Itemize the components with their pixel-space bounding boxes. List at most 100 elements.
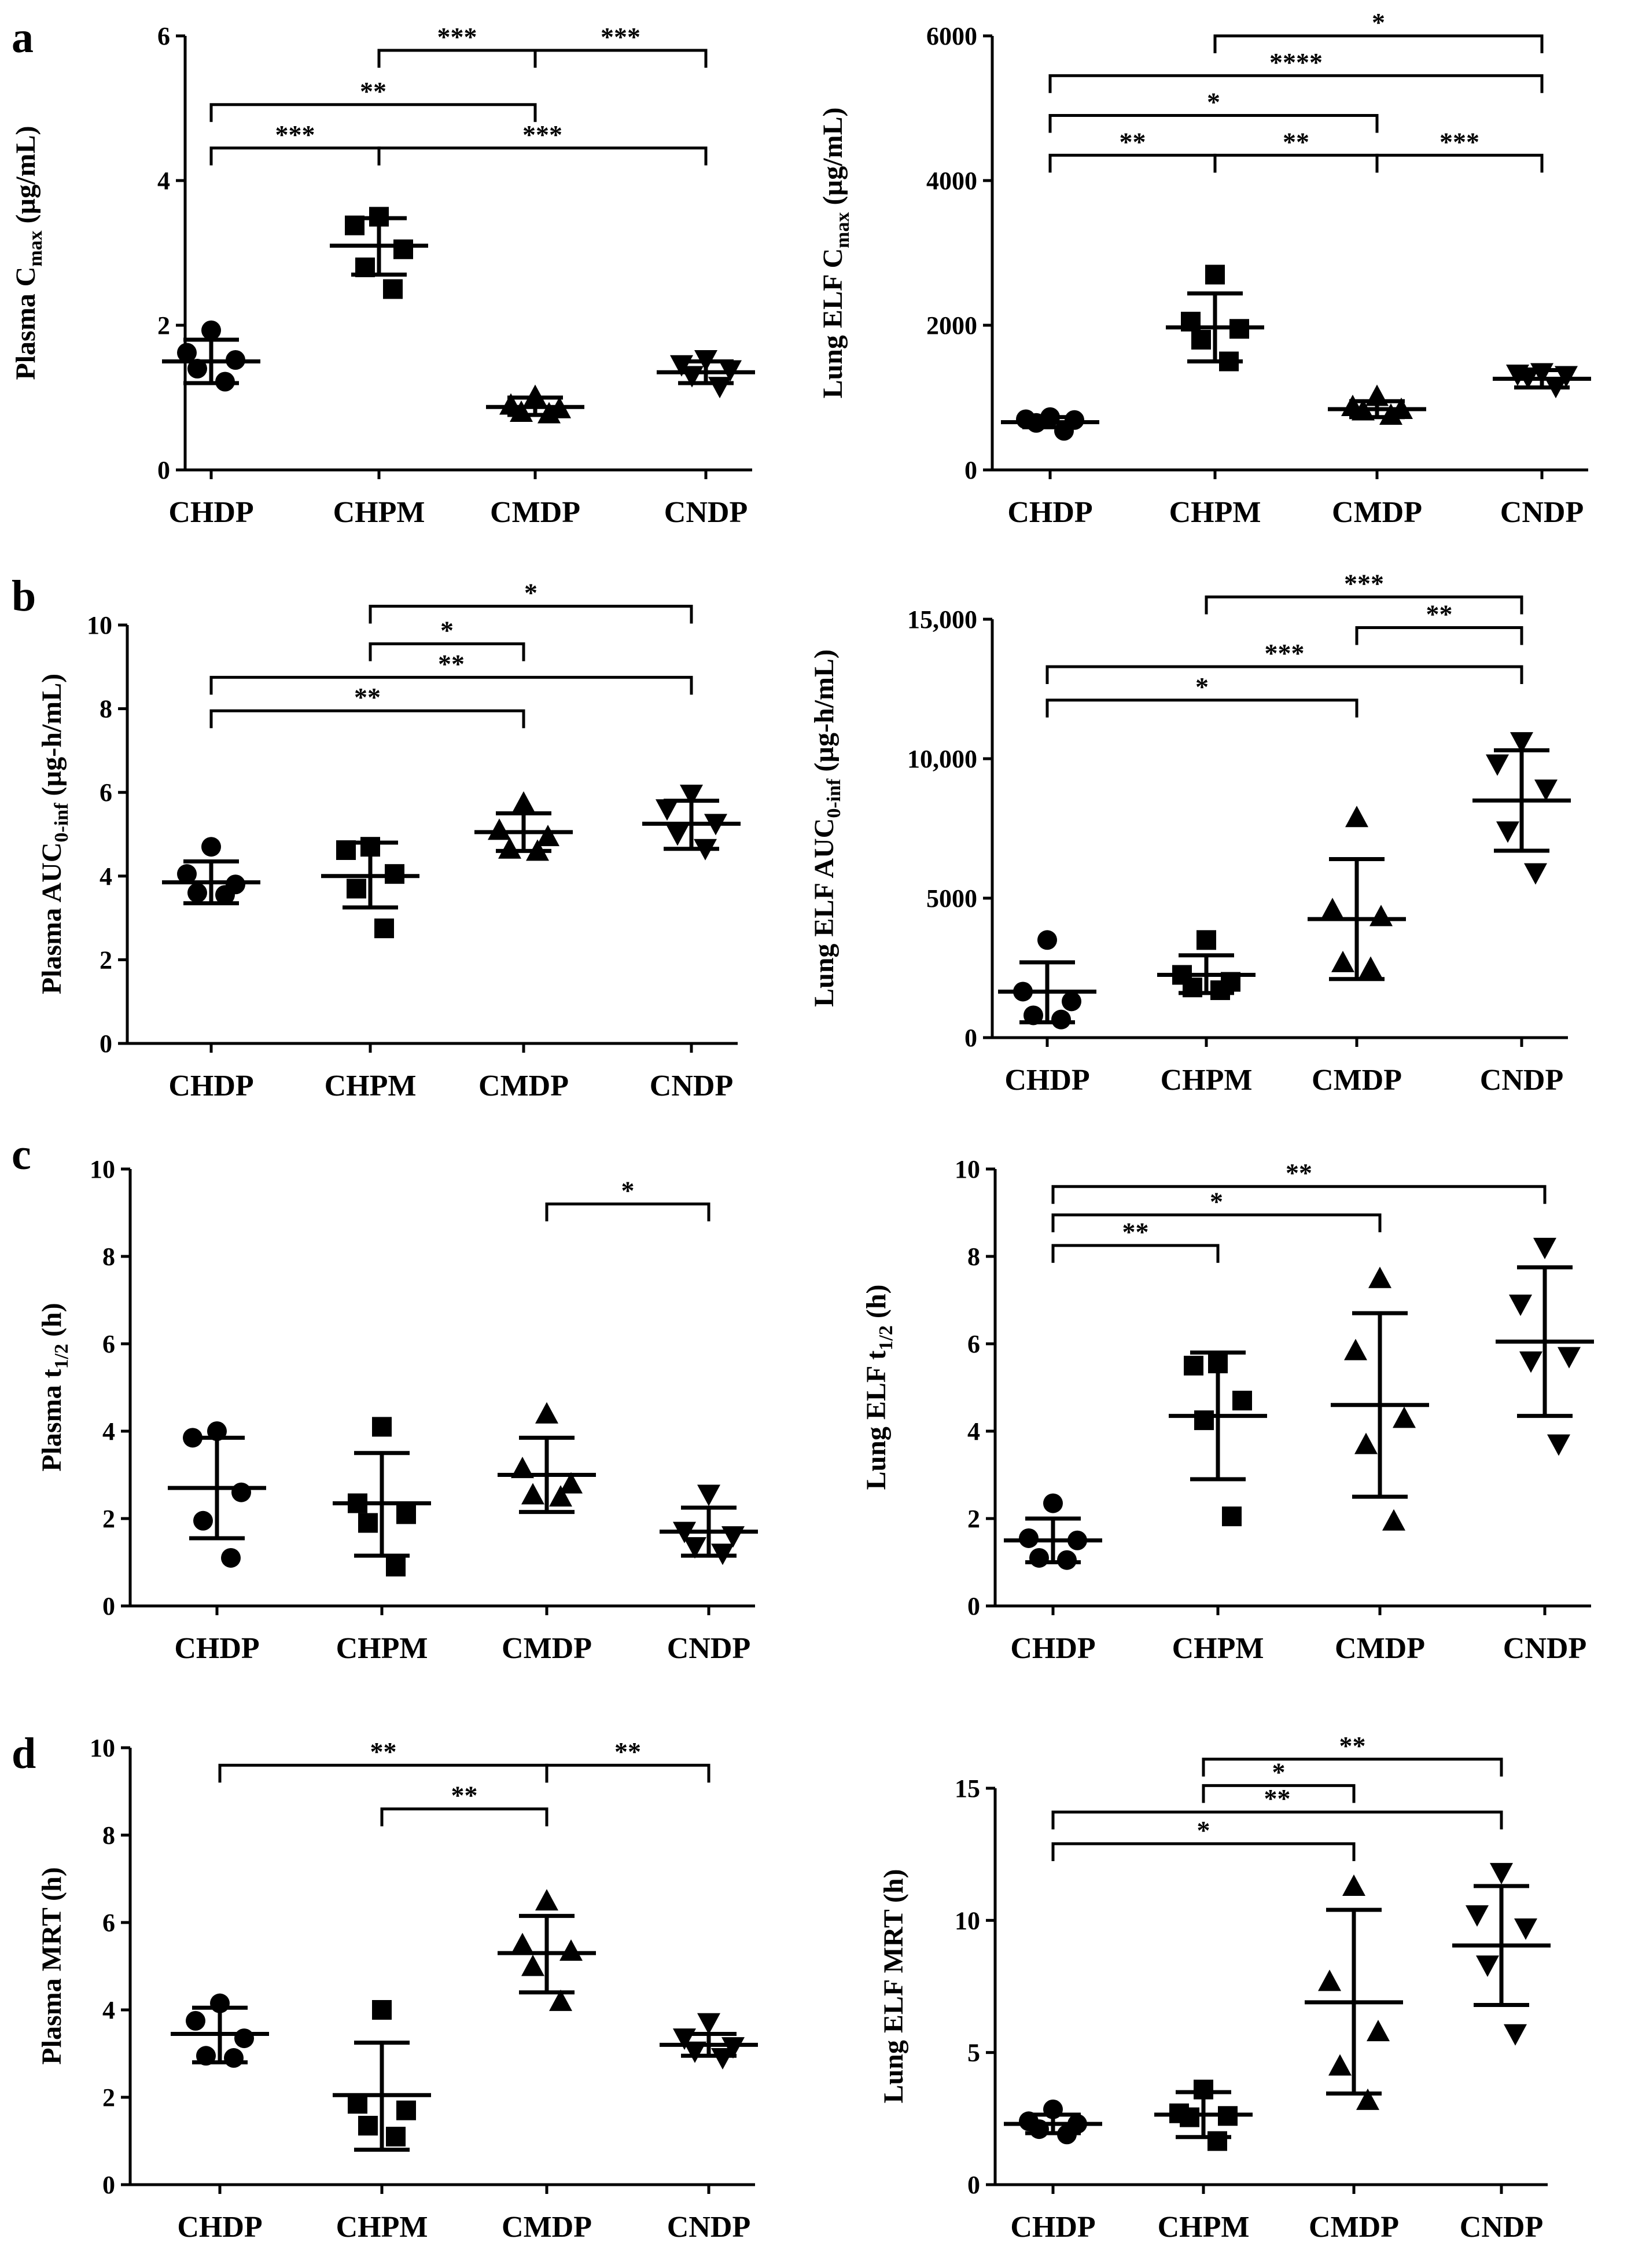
data-point-CMDP	[1328, 2054, 1352, 2076]
y-tick-label: 8	[100, 695, 112, 723]
significance-label: ***	[1265, 638, 1305, 668]
significance-label: **	[1339, 1731, 1366, 1760]
x-category-label: CNDP	[1500, 496, 1584, 529]
data-point-CHPM	[386, 2126, 406, 2146]
significance-bracket	[209, 103, 537, 122]
data-point-CMDP	[549, 1485, 572, 1507]
data-point-CHDP	[196, 2046, 216, 2066]
data-point-CHDP	[207, 1421, 227, 1441]
x-category-label: CHPM	[336, 1632, 428, 1665]
data-point-CMDP	[1356, 2088, 1379, 2110]
x-category-label: CNDP	[650, 1069, 733, 1102]
significance-bracket	[1045, 665, 1523, 684]
data-point-CNDP	[1547, 1434, 1570, 1456]
data-point-CNDP	[1524, 863, 1547, 885]
y-tick-label: 4	[967, 1417, 980, 1446]
data-point-CHDP	[215, 372, 235, 392]
y-tick-label: 6000	[926, 22, 977, 50]
significance-label: *	[1210, 1186, 1223, 1216]
significance-bracket	[380, 1807, 548, 1826]
significance-label: *	[1272, 1757, 1286, 1787]
y-axis-label-part: Plasma MRT (h)	[36, 1867, 67, 2064]
data-point-CHPM	[374, 918, 394, 939]
data-point-CMDP	[512, 791, 535, 813]
y-axis-label: Plasma Cmax (µg/mL)	[10, 126, 46, 380]
data-point-CHDP	[231, 1482, 251, 1502]
data-point-CNDP	[694, 350, 717, 372]
data-point-CHPM	[1207, 2131, 1227, 2151]
data-point-CMDP	[535, 1402, 558, 1424]
significance-label: *	[1372, 8, 1385, 37]
data-point-CHPM	[1218, 2106, 1238, 2126]
data-point-CMDP	[1393, 1406, 1416, 1428]
significance-bracket	[1202, 1758, 1503, 1777]
data-point-CHPM	[1184, 1355, 1203, 1376]
data-point-CMDP	[1318, 1969, 1341, 1991]
significance-label: ***	[437, 22, 477, 52]
data-point-CHPM	[345, 215, 365, 236]
data-point-CMDP	[1379, 403, 1402, 425]
y-axis-label-subscript: max	[832, 212, 853, 248]
data-point-CHPM	[1229, 319, 1249, 339]
y-axis-label: Plasma t1/2 (h)	[36, 1303, 72, 1471]
x-category-label: CHDP	[1010, 2211, 1095, 2244]
y-axis-label-part: (µg/mL)	[818, 108, 848, 212]
significance-label: ***	[601, 22, 640, 52]
y-tick-label: 0	[102, 1592, 115, 1620]
significance-bracket	[545, 1202, 710, 1222]
data-point-CMDP	[498, 837, 521, 859]
x-category-label: CHPM	[1158, 2211, 1250, 2244]
y-tick-label: 5	[967, 2039, 980, 2067]
data-point-CMDP	[524, 384, 547, 406]
data-point-CHPM	[358, 2116, 378, 2136]
significance-bracket	[1045, 699, 1358, 718]
significance-bracket	[1048, 74, 1544, 93]
y-tick-label: 4	[157, 167, 170, 195]
significance-label: **	[1426, 599, 1453, 628]
data-point-CNDP	[1490, 1863, 1513, 1885]
data-point-CNDP	[683, 2041, 706, 2063]
data-point-CHPM	[386, 1557, 406, 1577]
data-point-CNDP	[1476, 1955, 1499, 1977]
data-point-CNDP	[680, 784, 703, 806]
data-point-CMDP	[488, 818, 511, 840]
y-axis-label-part: (µg-h/mL)	[809, 649, 840, 779]
significance-bracket	[1213, 34, 1544, 53]
x-category-label: CHPM	[325, 1069, 417, 1102]
y-axis-label-part: (h)	[36, 1303, 67, 1344]
data-point-CHPM	[393, 239, 413, 259]
panel-letter-c: c	[12, 1130, 31, 1179]
x-category-label: CHPM	[336, 2211, 428, 2244]
y-tick-label: 10	[955, 1155, 980, 1183]
y-tick-label: 6	[967, 1330, 980, 1358]
data-point-CHPM	[385, 864, 404, 884]
data-point-CNDP	[1504, 2024, 1527, 2046]
x-category-label: CNDP	[667, 1632, 750, 1665]
y-axis-label-part: (µg/mL)	[10, 126, 41, 230]
y-tick-label: 2	[157, 311, 170, 340]
x-category-label: CHPM	[1172, 1632, 1264, 1665]
y-axis-label: Lung ELF MRT (h)	[878, 1869, 909, 2103]
data-point-CHDP	[234, 2028, 254, 2049]
significance-bracket	[545, 1763, 710, 1783]
data-point-CHPM	[396, 2100, 416, 2120]
data-point-CHDP	[1054, 421, 1074, 441]
data-point-CMDP	[1382, 1509, 1405, 1531]
data-point-CMDP	[521, 1954, 544, 1976]
significance-label: *	[524, 578, 537, 607]
data-point-CMDP	[511, 1457, 534, 1479]
data-point-CHPM	[1205, 264, 1225, 285]
data-point-CMDP	[1344, 1339, 1367, 1361]
data-point-CHPM	[1232, 1391, 1252, 1411]
data-point-CHPM	[1210, 980, 1230, 1001]
data-point-CMDP	[535, 1889, 558, 1911]
data-point-CNDP	[1534, 780, 1558, 802]
data-point-CHPM	[383, 279, 403, 299]
significance-bracket	[1051, 1244, 1220, 1263]
data-point-CHDP	[1062, 991, 1081, 1012]
panel-letter-d: d	[12, 1729, 36, 1778]
data-point-CNDP	[1496, 821, 1519, 843]
y-axis-label: Lung ELF AUC0-inf (µg-h/mL)	[809, 649, 845, 1007]
y-tick-label: 10	[955, 1906, 980, 1935]
